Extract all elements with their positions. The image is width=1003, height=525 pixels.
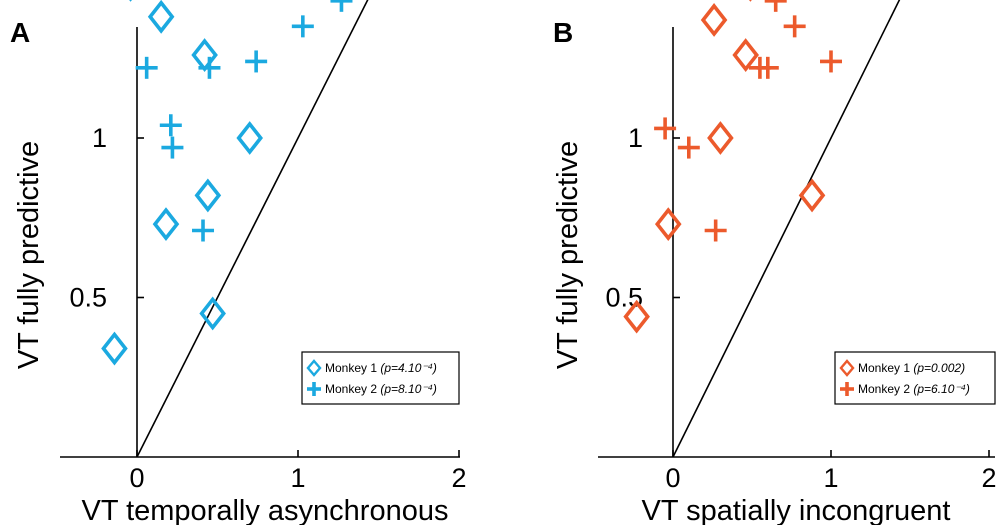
data-point-diamond: [194, 178, 222, 213]
legend: Monkey 1 (p=4.10⁻⁴) Monkey 2 (p=8.10⁻⁴): [301, 351, 460, 405]
data-point-diamond: [707, 121, 734, 155]
data-point-plus: [783, 15, 806, 38]
legend-entry: Monkey 2 (p=6.10⁻⁴): [858, 382, 970, 396]
x-axis-label: VT spatially incongruent: [642, 495, 951, 525]
legend-box: [301, 351, 460, 405]
panel-label: B: [553, 17, 573, 48]
data-point-plus: [820, 50, 842, 73]
x-tick-label: 0: [665, 463, 680, 493]
legend-diamond-icon: [839, 359, 855, 377]
y-tick-label: 0.5: [69, 283, 107, 313]
data-point-diamond: [623, 299, 650, 334]
data-point-plus: [198, 56, 221, 79]
data-point-diamond: [654, 207, 682, 242]
x-tick-label: 1: [823, 463, 838, 493]
data-point-diamond: [199, 296, 226, 331]
data-point-diamond: [700, 3, 728, 37]
data-point-diamond: [236, 121, 263, 155]
x-axis-label: VT temporally asynchronous: [82, 495, 449, 525]
legend-diamond-icon: [306, 359, 322, 377]
data-point-plus: [291, 15, 314, 38]
data-point-plus: [756, 56, 779, 79]
data-point-plus: [161, 136, 184, 159]
legend-plus-icon: [307, 382, 321, 396]
legend-entry: Monkey 1 (p=0.002): [858, 361, 965, 375]
x-tick-label: 0: [129, 463, 144, 493]
data-point-diamond: [147, 0, 175, 34]
panel-label: A: [10, 17, 30, 48]
data-point-plus: [245, 50, 268, 73]
x-tick-label: 2: [451, 463, 466, 493]
y-tick-label: 1: [628, 123, 643, 153]
data-point-diamond: [152, 207, 180, 242]
data-point-plus: [330, 0, 353, 12]
y-tick-label: 1: [92, 123, 107, 153]
y-tick-label: 0.5: [605, 283, 643, 313]
legend-entry: Monkey 1 (p=4.10⁻⁴): [325, 361, 437, 375]
data-point-diamond: [101, 331, 128, 366]
data-point-plus: [764, 0, 787, 12]
identity-line: [136, 0, 369, 458]
data-point-diamond: [191, 38, 218, 72]
data-point-plus: [677, 136, 700, 159]
legend: Monkey 1 (p=0.002) Monkey 2 (p=6.10⁻⁴): [834, 351, 996, 405]
data-point-diamond: [732, 38, 759, 72]
data-point-plus: [192, 219, 215, 242]
legend-plus-icon: [840, 382, 854, 396]
identity-line: [672, 0, 901, 458]
data-point-plus: [135, 56, 158, 79]
y-axis-label: VT fully predictive: [13, 141, 45, 369]
x-tick-label: 2: [981, 463, 996, 493]
data-point-diamond: [798, 178, 826, 213]
legend-box: [834, 351, 996, 405]
data-point-plus: [654, 117, 677, 140]
x-tick-label: 1: [290, 463, 305, 493]
data-point-plus: [704, 219, 727, 242]
data-point-plus: [159, 114, 182, 137]
y-axis-label: VT fully predictive: [552, 141, 584, 369]
legend-entry: Monkey 2 (p=8.10⁻⁴): [325, 382, 437, 396]
